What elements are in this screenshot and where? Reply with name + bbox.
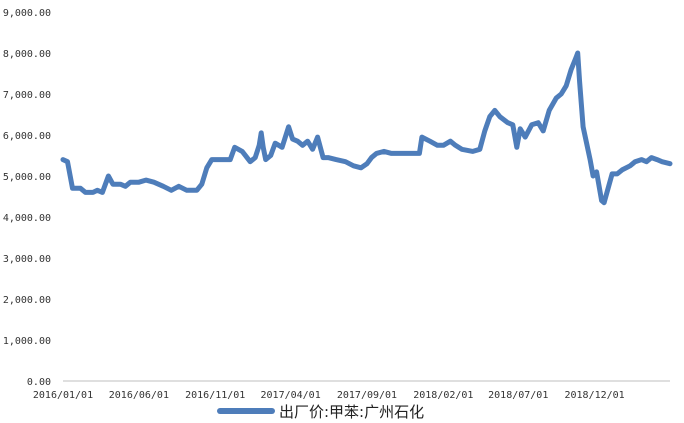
- y-tick-label: 0.00: [27, 377, 51, 388]
- x-tick-label: 2018/07/01: [488, 390, 548, 401]
- x-tick-label: 2016/11/01: [185, 390, 245, 401]
- x-axis-tick-labels: 2016/01/01 2016/06/01 2016/11/01 2017/04/01…: [33, 390, 625, 401]
- y-tick-label: 9,000.00: [3, 8, 51, 19]
- y-axis-tick-labels: 0.00 1,000.00 2,000.00 3,000.00 4,000.00 5,00…: [3, 8, 51, 388]
- y-tick-label: 2,000.00: [3, 295, 51, 306]
- legend-label-0: 出厂价:甲苯:广州石化: [279, 403, 424, 421]
- x-tick-label: 2016/06/01: [109, 390, 169, 401]
- x-tick-label: 2016/01/01: [33, 390, 93, 401]
- series-group: [60, 50, 673, 206]
- y-tick-label: 8,000.00: [3, 49, 51, 60]
- x-tick-label: 2017/09/01: [337, 390, 397, 401]
- y-tick-label: 6,000.00: [3, 131, 51, 142]
- series-line-0: [60, 50, 673, 206]
- legend: 出厂价:甲苯:广州石化: [217, 403, 424, 421]
- y-tick-label: 3,000.00: [3, 254, 51, 265]
- y-tick-label: 1,000.00: [3, 336, 51, 347]
- y-tick-label: 5,000.00: [3, 172, 51, 183]
- x-tick-label: 2018/12/01: [565, 390, 625, 401]
- y-tick-label: 4,000.00: [3, 213, 51, 224]
- x-tick-label: 2018/02/01: [413, 390, 473, 401]
- x-tick-label: 2017/04/01: [261, 390, 321, 401]
- y-tick-label: 7,000.00: [3, 90, 51, 101]
